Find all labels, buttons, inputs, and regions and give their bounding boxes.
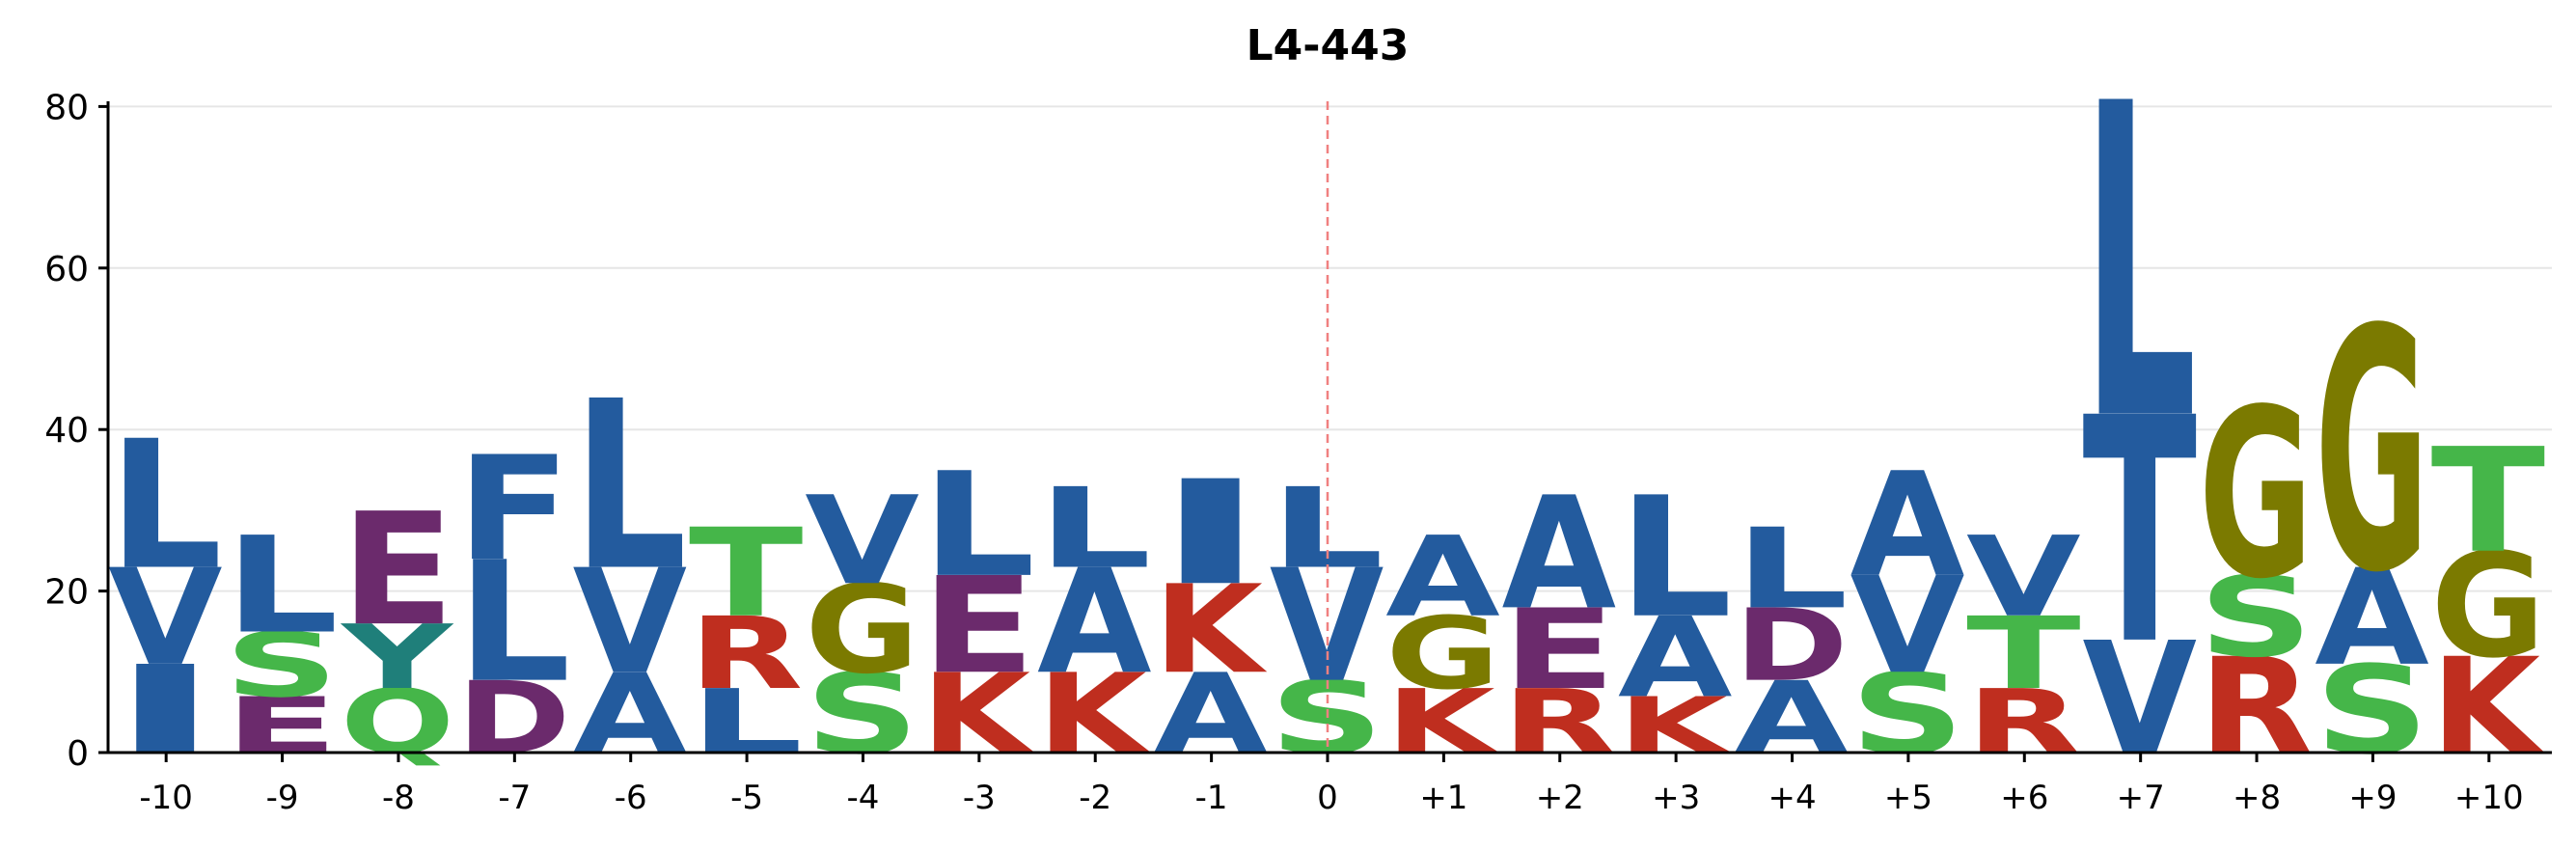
x-tick-label: +5 [1884,779,1932,817]
logo-letter-E: E [921,549,1036,703]
x-tick-label: +2 [1536,779,1584,817]
logo-letter-V: V [805,471,919,613]
logo-letter-V: V [573,538,688,706]
logo-letter-L: L [921,442,1036,609]
x-tick-label: +7 [2117,779,2165,817]
x-tick-label: -8 [382,779,415,817]
x-tick-label: -4 [847,779,880,817]
x-tick-label: -5 [730,779,763,817]
logo-letter-V: V [1850,550,1965,704]
logo-letter-R: R [689,595,804,711]
logo-letter-G: G [805,559,919,700]
x-tick-label: -9 [266,779,299,817]
logo-letter-L: L [108,403,223,609]
logo-letter-S: S [224,615,339,718]
logo-letter-T: T [689,503,804,644]
logo-letters: IVLESLQYEDLFAVLLRTSGVKELKALAKISVLKGAREAK… [108,13,2545,790]
x-tick-label: +9 [2348,779,2397,817]
logo-letter-T: T [1966,595,2081,712]
logo-letter-G: G [2199,360,2314,630]
x-tick-label: +4 [1768,779,1816,817]
grid-lines [108,105,2552,592]
logo-letter-L: L [456,527,571,720]
logo-letter-L: L [2082,13,2197,515]
y-tick-label: 20 [44,573,89,613]
logo-letter-G: G [2315,260,2429,645]
y-tick-label: 80 [44,88,89,127]
logo-letter-A: A [1385,512,1500,642]
logo-letter-D: D [1734,588,1849,703]
logo-letter-K: K [1153,560,1267,701]
x-tick-label: -1 [1195,779,1228,817]
logo-letter-F: F [456,426,571,593]
logo-letter-T: T [2082,351,2197,712]
logo-letter-L: L [224,508,339,664]
x-tick-label: +10 [2454,779,2524,817]
logo-letter-L: L [1037,465,1152,593]
logo-letter-I: I [1153,450,1268,617]
x-tick-label: -3 [963,779,996,817]
x-tick-label: 0 [1317,779,1338,817]
x-tick-label: -6 [615,779,647,817]
logo-letter-V: V [1966,512,2081,642]
y-tick-label: 40 [44,411,89,451]
x-tick-label: +3 [1652,779,1700,817]
logo-letter-G: G [1385,595,1500,712]
logo-letter-E: E [1502,585,1617,714]
x-tick-label: -10 [139,779,193,817]
logo-letter-V: V [108,541,223,696]
x-tick-label: +8 [2233,779,2281,817]
logo-letter-A: A [1037,538,1152,706]
x-tick-label: +1 [1419,779,1467,817]
y-tick-label: 60 [44,250,89,289]
logo-letter-A: A [1502,464,1617,644]
logo-letter-E: E [341,480,455,660]
logo-letter-A: A [1850,442,1965,610]
logo-letter-Y: Y [340,607,454,709]
logo-letter-L: L [1618,462,1733,655]
logo-letter-A: A [1618,593,1733,723]
y-tick-label: 0 [67,734,89,774]
logo-letter-A: A [2315,541,2429,696]
logo-letter-S: S [2199,554,2314,682]
logo-letter-G: G [2431,522,2546,690]
logo-letter-L: L [573,351,688,622]
x-tick-label: +6 [2000,779,2048,817]
logo-letter-L: L [1734,506,1849,634]
chart-title: L4-443 [1247,21,1410,70]
x-tick-label: -7 [498,779,531,817]
x-tick-label: -2 [1079,779,1111,817]
logo-letter-T: T [2431,419,2546,586]
